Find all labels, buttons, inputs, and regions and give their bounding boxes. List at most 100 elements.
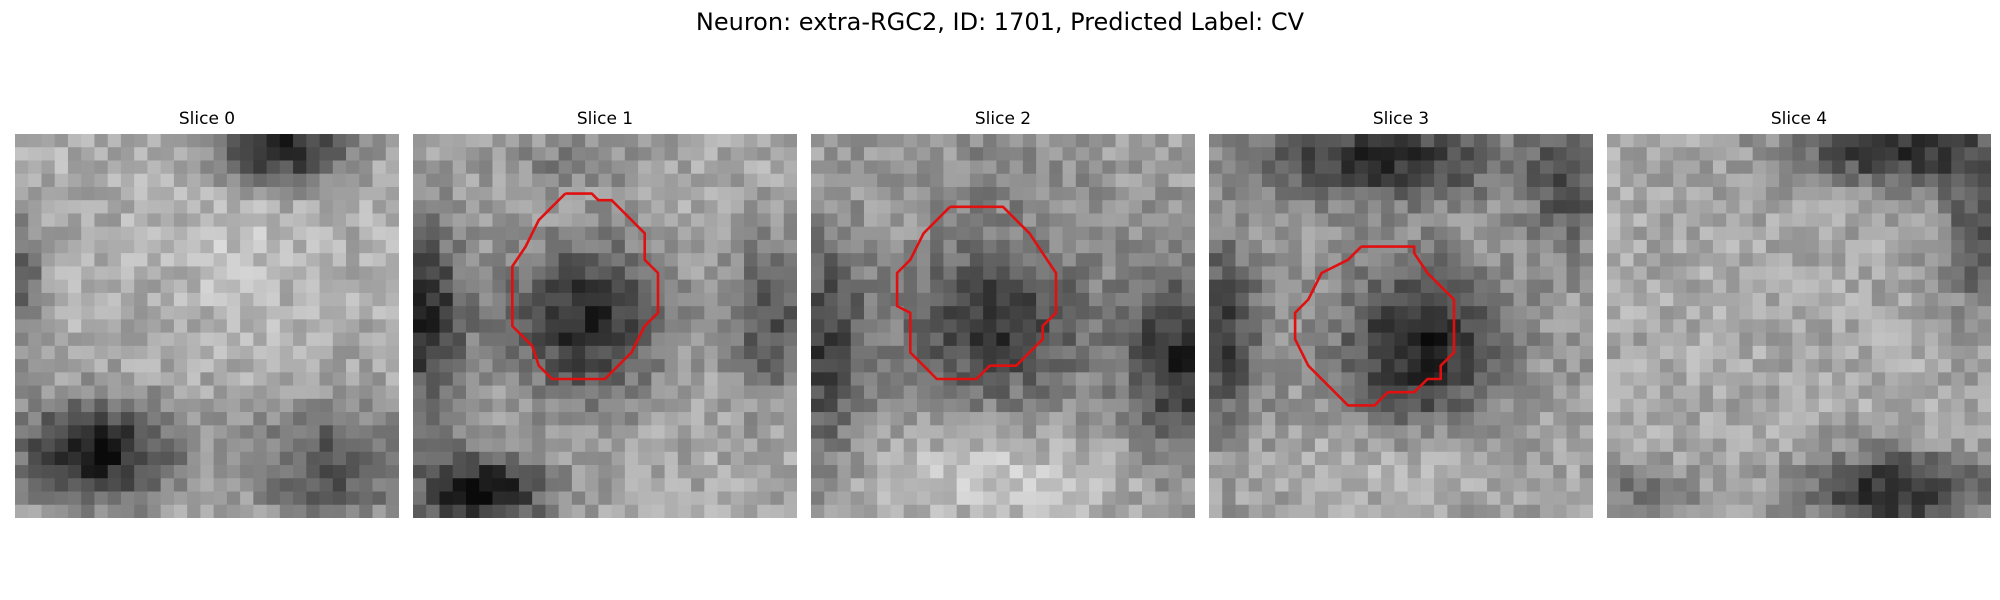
- image-pixel: [187, 451, 201, 466]
- image-pixel: [1168, 226, 1183, 241]
- image-pixel: [1633, 372, 1648, 386]
- image-pixel: [1513, 239, 1528, 254]
- image-pixel: [850, 412, 865, 426]
- image-pixel: [558, 279, 573, 294]
- image-pixel: [1951, 465, 1965, 479]
- image-pixel: [134, 279, 148, 294]
- image-pixel: [1341, 372, 1356, 386]
- image-pixel: [1526, 504, 1541, 518]
- image-pixel: [1168, 239, 1183, 254]
- image-pixel: [890, 239, 905, 254]
- image-pixel: [545, 306, 560, 320]
- image-pixel: [505, 478, 520, 492]
- image-pixel: [571, 398, 586, 413]
- image-pixel: [717, 332, 732, 347]
- image-pixel: [332, 398, 347, 413]
- image-pixel: [1977, 504, 1991, 518]
- image-pixel: [479, 372, 493, 386]
- image-pixel: [319, 239, 334, 254]
- image-pixel: [1420, 451, 1435, 466]
- image-pixel: [730, 279, 745, 294]
- image-pixel: [492, 160, 507, 175]
- image-pixel: [903, 266, 918, 281]
- image-pixel: [824, 213, 838, 228]
- image-pixel: [1699, 173, 1714, 188]
- image-pixel: [518, 186, 533, 201]
- image-pixel: [770, 226, 785, 241]
- image-pixel: [1659, 134, 1674, 148]
- image-pixel: [1885, 226, 1899, 241]
- image-pixel: [293, 491, 307, 506]
- image-pixel: [1049, 504, 1063, 518]
- image-pixel: [1075, 239, 1090, 254]
- image-pixel: [624, 279, 639, 294]
- image-pixel: [890, 134, 905, 148]
- image-pixel: [266, 372, 281, 386]
- image-pixel: [651, 398, 665, 413]
- image-pixel: [479, 134, 493, 148]
- image-pixel: [1540, 147, 1554, 161]
- image-pixel: [1460, 213, 1475, 228]
- image-pixel: [1328, 173, 1342, 188]
- image-pixel: [1739, 239, 1754, 254]
- image-pixel: [956, 465, 971, 479]
- image-pixel: [1646, 504, 1661, 518]
- image-pixel: [413, 173, 427, 188]
- image-pixel: [1898, 306, 1912, 320]
- image-pixel: [1938, 213, 1952, 228]
- image-pixel: [1779, 279, 1793, 294]
- image-pixel: [1858, 451, 1873, 466]
- image-pixel: [1938, 345, 1952, 360]
- image-pixel: [173, 332, 188, 347]
- image-pixel: [1951, 319, 1965, 334]
- image-pixel: [598, 160, 613, 175]
- image-pixel: [1328, 465, 1342, 479]
- image-pixel: [332, 292, 347, 307]
- image-pixel: [983, 253, 997, 267]
- image-pixel: [505, 425, 520, 439]
- image-pixel: [479, 306, 493, 320]
- image-pixel: [1752, 200, 1767, 214]
- image-pixel: [452, 266, 467, 281]
- image-pixel: [1977, 147, 1991, 161]
- image-pixel: [651, 504, 665, 518]
- image-pixel: [704, 412, 718, 426]
- image-pixel: [916, 372, 931, 386]
- image-pixel: [757, 147, 771, 161]
- image-pixel: [532, 279, 546, 294]
- image-pixel: [1434, 239, 1448, 254]
- image-pixel: [1566, 186, 1581, 201]
- image-pixel: [1102, 332, 1116, 347]
- image-pixel: [1248, 239, 1263, 254]
- image-pixel: [837, 465, 852, 479]
- image-pixel: [1500, 186, 1514, 201]
- image-pixel: [611, 398, 626, 413]
- image-pixel: [1699, 412, 1714, 426]
- image-pixel: [1526, 186, 1541, 201]
- image-pixel: [173, 451, 188, 466]
- image-pixel: [226, 160, 241, 175]
- image-pixel: [107, 186, 122, 201]
- image-pixel: [1739, 266, 1754, 281]
- image-pixel: [372, 332, 387, 347]
- image-pixel: [359, 306, 373, 320]
- image-pixel: [1115, 359, 1130, 373]
- image-pixel: [585, 465, 599, 479]
- image-pixel: [385, 226, 399, 241]
- image-pixel: [1301, 451, 1316, 466]
- image-pixel: [1102, 359, 1116, 373]
- image-pixel: [306, 186, 320, 201]
- image-pixel: [783, 359, 797, 373]
- image-pixel: [28, 332, 42, 347]
- image-pixel: [1062, 160, 1077, 175]
- image-pixel: [518, 266, 533, 281]
- image-pixel: [1765, 345, 1780, 360]
- image-pixel: [1779, 398, 1793, 413]
- image-pixel: [1500, 412, 1514, 426]
- image-pixel: [1394, 319, 1409, 334]
- image-pixel: [890, 226, 905, 241]
- image-pixel: [1513, 213, 1528, 228]
- image-pixel: [173, 292, 188, 307]
- image-pixel: [1168, 200, 1183, 214]
- image-pixel: [1115, 173, 1130, 188]
